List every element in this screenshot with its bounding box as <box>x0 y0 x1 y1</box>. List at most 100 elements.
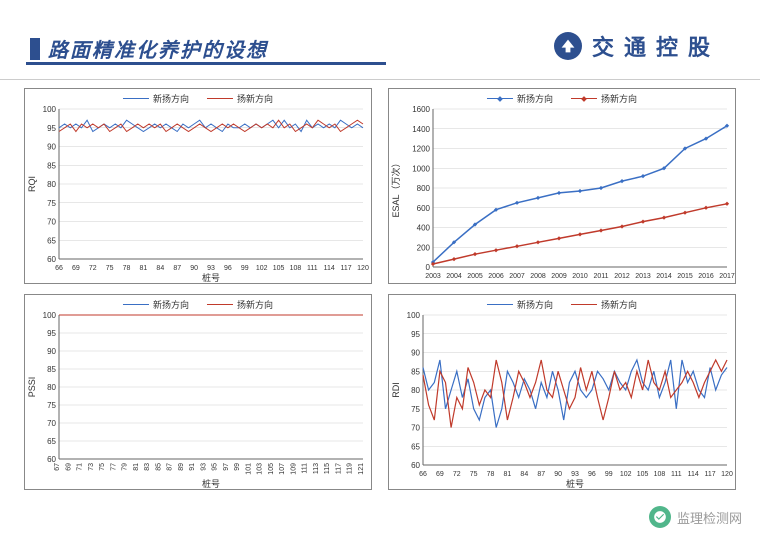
svg-text:65: 65 <box>47 236 56 245</box>
svg-text:400: 400 <box>417 224 431 233</box>
svg-text:2016: 2016 <box>698 273 714 280</box>
svg-text:1000: 1000 <box>412 164 430 173</box>
svg-text:1600: 1600 <box>412 105 430 114</box>
svg-text:72: 72 <box>89 265 97 272</box>
svg-text:2007: 2007 <box>509 273 525 280</box>
svg-text:71: 71 <box>77 463 84 471</box>
svg-text:91: 91 <box>189 463 196 471</box>
svg-text:72: 72 <box>453 471 461 478</box>
svg-text:99: 99 <box>605 471 613 478</box>
chart-pssi-legend: 新扬方向 扬新方向 <box>123 298 273 311</box>
chart-pssi: 新扬方向 扬新方向 606570758085909510067697173757… <box>24 294 372 490</box>
svg-text:80: 80 <box>411 386 420 395</box>
svg-text:87: 87 <box>173 265 181 272</box>
svg-text:103: 103 <box>257 463 264 475</box>
svg-text:111: 111 <box>671 471 682 478</box>
chart-esal-legend: 新扬方向 扬新方向 <box>487 92 637 105</box>
legend-item: 新扬方向 <box>123 298 189 311</box>
svg-text:113: 113 <box>313 463 320 474</box>
svg-text:78: 78 <box>123 265 131 272</box>
legend-item: 新扬方向 <box>487 298 553 311</box>
svg-text:PSSI: PSSI <box>27 377 37 398</box>
legend-label-b: 扬新方向 <box>237 298 273 311</box>
watermark-icon <box>649 506 671 528</box>
svg-text:75: 75 <box>411 405 420 414</box>
svg-text:99: 99 <box>241 265 249 272</box>
svg-text:105: 105 <box>268 463 275 475</box>
charts-grid: 新扬方向 扬新方向 60 65 70 75 80 85 90 95 100 66 69 72 75 78 8… <box>24 88 736 490</box>
svg-text:87: 87 <box>167 463 174 471</box>
svg-text:83: 83 <box>144 463 151 471</box>
brand-logo-icon <box>554 32 582 60</box>
svg-text:114: 114 <box>324 265 335 272</box>
svg-text:95: 95 <box>212 463 219 471</box>
svg-text:95: 95 <box>47 124 56 133</box>
legend-item: 扬新方向 <box>207 298 273 311</box>
svg-text:66: 66 <box>419 471 427 478</box>
svg-text:117: 117 <box>341 265 352 272</box>
legend-label-a: 新扬方向 <box>517 92 553 105</box>
svg-text:90: 90 <box>190 265 198 272</box>
svg-text:70: 70 <box>47 419 56 428</box>
svg-text:75: 75 <box>99 463 106 471</box>
svg-text:桩号: 桩号 <box>566 478 584 489</box>
svg-text:ESAL（万次）: ESAL（万次） <box>390 158 401 217</box>
svg-text:93: 93 <box>571 471 579 478</box>
chart-rqi: 新扬方向 扬新方向 606570758085909510066697275788… <box>24 88 372 284</box>
svg-text:90: 90 <box>47 347 56 356</box>
svg-text:93: 93 <box>207 265 215 272</box>
legend-label-a: 新扬方向 <box>153 298 189 311</box>
svg-text:96: 96 <box>224 265 232 272</box>
svg-text:75: 75 <box>470 471 478 478</box>
svg-text:105: 105 <box>637 471 649 478</box>
svg-text:117: 117 <box>335 463 342 474</box>
svg-text:75: 75 <box>106 265 114 272</box>
svg-text:70: 70 <box>411 424 420 433</box>
svg-text:2014: 2014 <box>656 273 672 280</box>
svg-text:108: 108 <box>654 471 666 478</box>
svg-text:2010: 2010 <box>572 273 588 280</box>
svg-text:80: 80 <box>47 383 56 392</box>
legend-label-b: 扬新方向 <box>601 298 637 311</box>
svg-text:69: 69 <box>65 463 72 471</box>
watermark-text: 监理检测网 <box>677 508 742 527</box>
svg-text:1200: 1200 <box>412 145 430 154</box>
legend-label-b: 扬新方向 <box>601 92 637 105</box>
svg-text:99: 99 <box>234 463 241 471</box>
svg-text:69: 69 <box>436 471 444 478</box>
svg-text:85: 85 <box>155 463 162 471</box>
svg-text:70: 70 <box>47 218 56 227</box>
brand-block: 交通控股 <box>554 30 720 62</box>
svg-text:2006: 2006 <box>488 273 504 280</box>
svg-text:85: 85 <box>47 161 56 170</box>
legend-label-a: 新扬方向 <box>517 298 553 311</box>
svg-text:60: 60 <box>47 255 56 264</box>
svg-text:87: 87 <box>537 471 545 478</box>
legend-label-a: 新扬方向 <box>153 92 189 105</box>
svg-text:95: 95 <box>411 330 420 339</box>
chart-esal: 新扬方向 扬新方向 020040060080010001200140016002… <box>388 88 736 284</box>
svg-text:2015: 2015 <box>677 273 693 280</box>
legend-swatch-b <box>207 98 233 99</box>
svg-text:RQI: RQI <box>27 176 37 192</box>
svg-text:90: 90 <box>411 349 420 358</box>
svg-text:115: 115 <box>324 463 331 474</box>
svg-text:81: 81 <box>133 463 140 471</box>
chart-rdi: 新扬方向 扬新方向 606570758085909510066697275788… <box>388 294 736 490</box>
svg-text:78: 78 <box>487 471 495 478</box>
slide-title: 路面精准化养护的设想 <box>48 34 268 63</box>
chart-rqi-legend: 新扬方向 扬新方向 <box>123 92 273 105</box>
svg-text:RDI: RDI <box>391 382 401 398</box>
svg-text:102: 102 <box>620 471 632 478</box>
svg-text:121: 121 <box>358 463 365 475</box>
svg-text:73: 73 <box>88 463 95 471</box>
svg-text:96: 96 <box>588 471 596 478</box>
legend-swatch-b <box>207 304 233 305</box>
svg-text:120: 120 <box>357 265 369 272</box>
svg-text:77: 77 <box>110 463 117 471</box>
svg-text:2012: 2012 <box>614 273 630 280</box>
svg-text:108: 108 <box>290 265 302 272</box>
svg-text:2017: 2017 <box>719 273 735 280</box>
svg-text:97: 97 <box>223 463 230 471</box>
svg-text:100: 100 <box>407 311 421 320</box>
